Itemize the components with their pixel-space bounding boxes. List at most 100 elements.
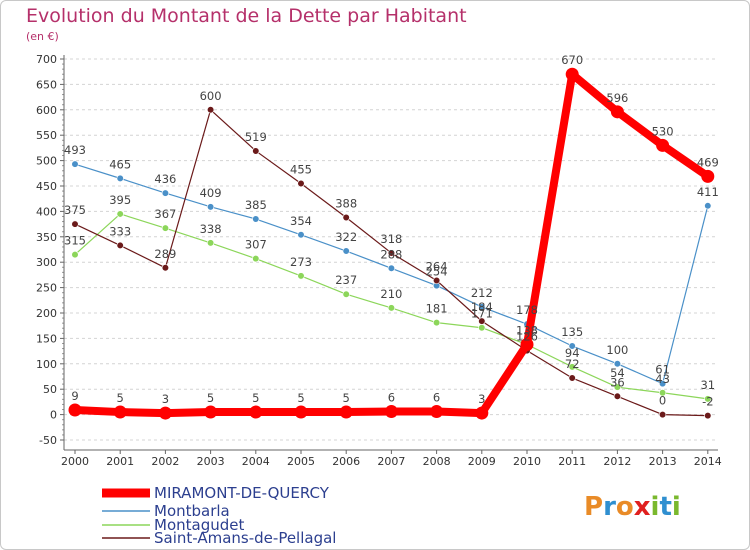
x-tick-label: 2003 — [197, 455, 225, 468]
x-tick-label: 2000 — [61, 455, 89, 468]
data-label: 3 — [478, 392, 485, 406]
y-tick-label: 300 — [36, 256, 57, 269]
data-label: 288 — [380, 247, 402, 261]
data-label: 43 — [655, 372, 670, 386]
data-label: 5 — [252, 391, 259, 405]
data-point — [613, 360, 622, 368]
data-point — [68, 403, 82, 417]
data-label: 135 — [561, 325, 583, 339]
data-label: 0 — [659, 394, 666, 408]
data-label: 54 — [610, 366, 625, 380]
data-label: 126 — [516, 330, 538, 344]
data-label: 289 — [154, 247, 176, 261]
data-point — [158, 406, 172, 420]
data-label: 31 — [700, 378, 715, 392]
y-tick-label: 650 — [36, 78, 57, 91]
data-point — [478, 303, 486, 311]
data-point — [475, 406, 489, 420]
data-label: -2 — [702, 395, 713, 409]
unit-label: (en €) — [26, 30, 59, 43]
y-tick-label: 350 — [36, 231, 57, 244]
data-point — [478, 324, 486, 332]
data-label: 338 — [200, 222, 222, 236]
data-label: 5 — [207, 391, 214, 405]
data-point — [704, 202, 712, 210]
data-label: 354 — [290, 214, 312, 228]
data-label: 455 — [290, 162, 312, 176]
x-tick-label: 2009 — [468, 455, 496, 468]
brand-letter: t — [659, 492, 671, 522]
data-label: 181 — [426, 302, 448, 316]
data-point — [297, 179, 305, 188]
data-label: 465 — [109, 157, 131, 171]
data-label: 212 — [471, 286, 493, 300]
x-tick-label: 2008 — [423, 455, 451, 468]
x-axis: 2000 2001 2002 2003 2004 2005 2006 2007 2008 2009… — [61, 449, 722, 468]
data-label: 409 — [200, 186, 222, 200]
data-labels: 9 5 3 5 5 5 5 6 6 3670596530469493465436409385354… — [64, 53, 719, 408]
data-point — [565, 67, 579, 81]
data-point — [71, 220, 79, 228]
data-point — [297, 231, 305, 239]
data-label: 5 — [117, 391, 124, 405]
y-tick-label: 150 — [36, 332, 57, 345]
y-tick-label: 0 — [50, 409, 57, 422]
data-label: 178 — [516, 303, 538, 317]
x-tick-label: 2002 — [151, 455, 179, 468]
y-tick-label: 200 — [36, 307, 57, 320]
x-tick-label: 2006 — [332, 455, 360, 468]
data-point — [207, 239, 215, 247]
data-point — [252, 147, 260, 155]
data-label: 264 — [426, 259, 448, 273]
data-label: 493 — [64, 143, 86, 157]
data-label: 530 — [652, 124, 674, 138]
data-label: 6 — [388, 391, 395, 405]
data-label: 171 — [471, 307, 493, 321]
data-point — [252, 255, 260, 263]
data-label: 5 — [297, 391, 304, 405]
chart-title: Evolution du Montant de la Dette par Hab… — [26, 5, 467, 27]
brand-letter: x — [634, 492, 651, 522]
data-label: 254 — [426, 265, 448, 279]
data-label: 519 — [245, 130, 267, 144]
data-point — [342, 290, 350, 298]
data-label: 210 — [380, 287, 402, 301]
data-label: 395 — [109, 193, 131, 207]
legend-label: MIRAMONT-DE-QUERCY — [154, 484, 330, 502]
data-point — [613, 392, 622, 400]
data-point — [294, 405, 308, 419]
y-tick-label: 100 — [36, 358, 57, 371]
brand-letter: o — [616, 492, 634, 522]
y-tick-label: 450 — [36, 180, 57, 193]
data-point — [656, 138, 670, 152]
data-point — [207, 106, 215, 114]
x-tick-label: 2004 — [242, 455, 270, 468]
data-point — [658, 411, 667, 419]
data-label: 315 — [64, 234, 86, 248]
data-point — [207, 203, 215, 211]
data-point — [568, 363, 576, 371]
data-point — [297, 272, 305, 280]
data-label: 596 — [606, 91, 628, 105]
legend-label: Saint-Amans-de-Pellagal — [154, 529, 336, 547]
data-point — [71, 250, 79, 259]
y-tick-label: -50 — [39, 434, 57, 447]
data-point — [568, 374, 576, 382]
data-point — [433, 276, 441, 285]
x-tick-label: 2013 — [649, 455, 677, 468]
x-tick-label: 2010 — [513, 455, 541, 468]
data-point — [252, 215, 260, 223]
data-point — [384, 405, 398, 419]
x-tick-label: 2007 — [377, 455, 405, 468]
data-point — [704, 395, 712, 403]
data-point — [387, 249, 396, 257]
brand-logo: Proxiti — [584, 492, 681, 522]
data-label: 273 — [290, 255, 312, 269]
data-label: 436 — [154, 172, 176, 186]
y-tick-label: 250 — [36, 282, 57, 295]
data-point — [658, 380, 667, 388]
data-point — [249, 405, 263, 419]
data-label: 72 — [565, 357, 580, 371]
data-point — [116, 210, 124, 218]
data-label: 600 — [200, 89, 222, 103]
